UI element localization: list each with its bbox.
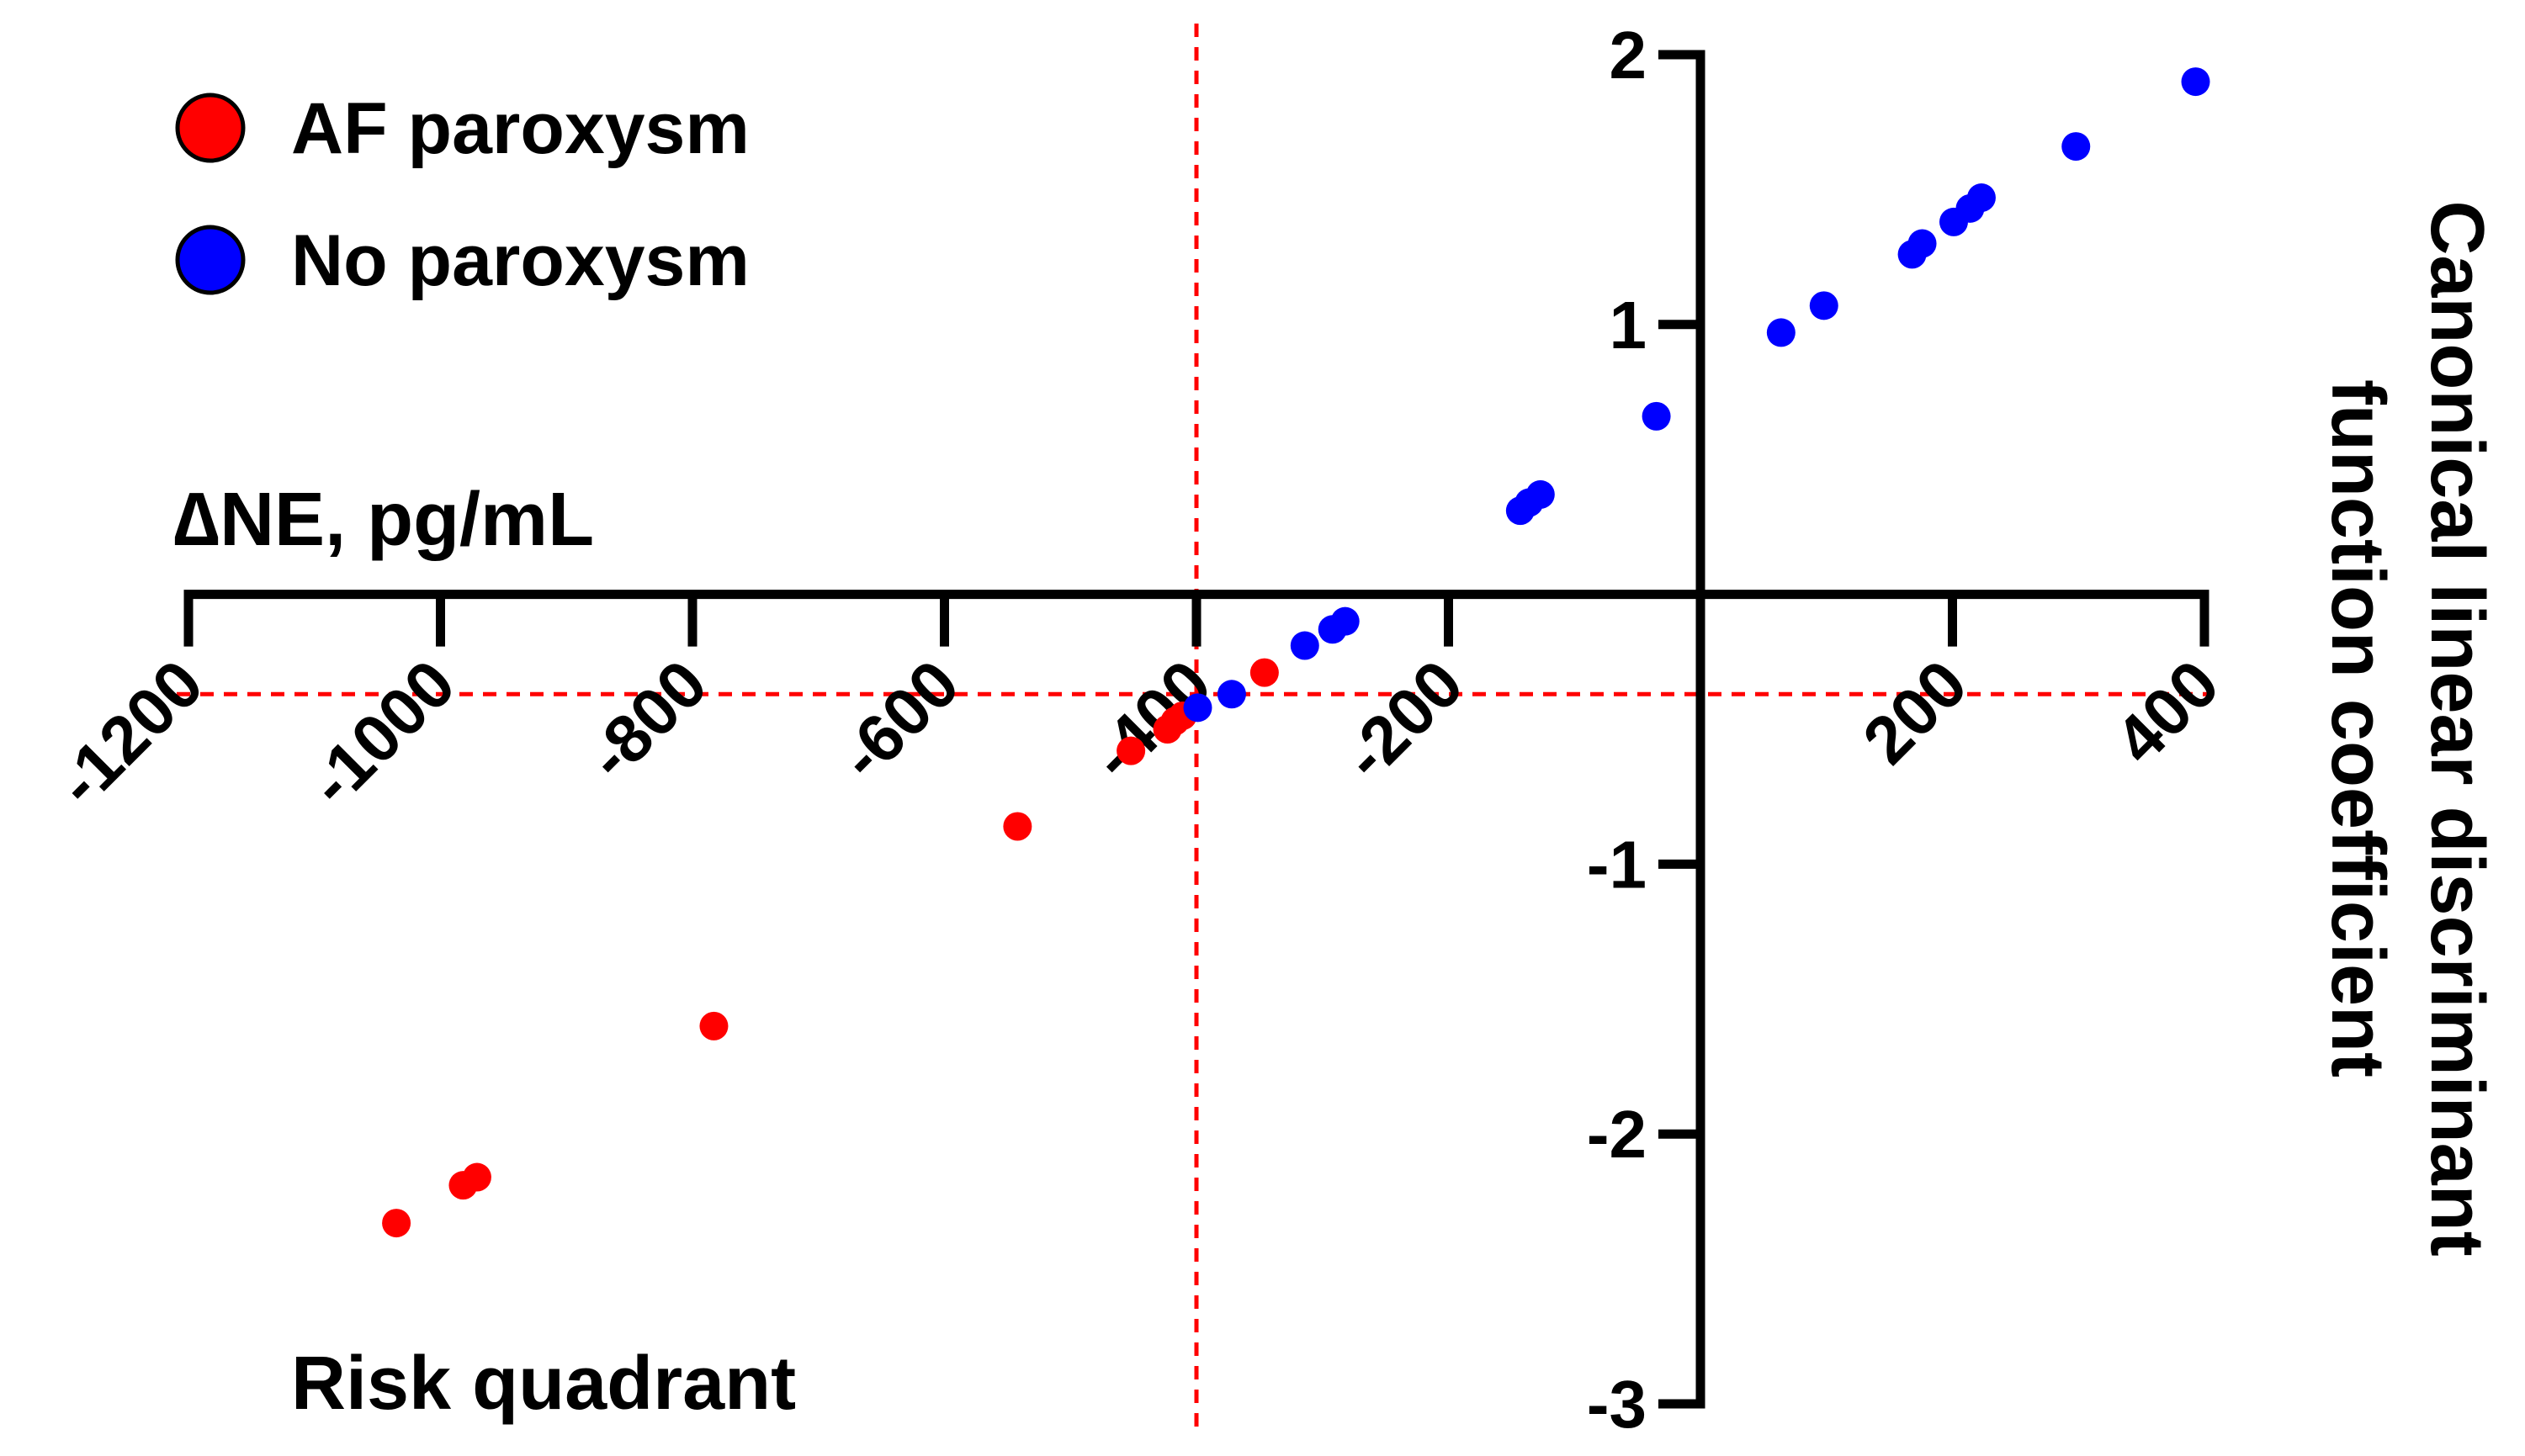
point-af-paroxysm xyxy=(699,1011,729,1040)
x-tick-label: -1200 xyxy=(42,646,217,821)
x-tick-label: -800 xyxy=(573,646,721,794)
point-no-paroxysm xyxy=(1217,680,1246,709)
point-no-paroxysm xyxy=(1966,183,1996,213)
point-af-paroxysm xyxy=(1117,736,1146,765)
point-no-paroxysm xyxy=(1525,479,1555,509)
point-no-paroxysm xyxy=(1907,229,1937,258)
x-tick-label: -200 xyxy=(1329,646,1477,794)
y-axis-title-line-2: function coefficient xyxy=(2315,379,2400,1077)
x-tick-label: -600 xyxy=(825,646,973,794)
point-no-paroxysm xyxy=(1642,401,1671,431)
point-no-paroxysm xyxy=(1330,606,1360,636)
x-tick-label: 400 xyxy=(2101,646,2233,778)
point-af-paroxysm xyxy=(382,1209,411,1238)
y-tick-label: -3 xyxy=(1587,1367,1647,1442)
point-af-paroxysm xyxy=(1003,812,1032,841)
point-no-paroxysm xyxy=(2181,67,2210,97)
point-no-paroxysm xyxy=(1809,291,1838,320)
y-tick-label: 2 xyxy=(1610,18,1647,93)
legend-label: No paroxysm xyxy=(291,220,750,301)
annotation-risk-quadrant: Risk quadrant xyxy=(291,1342,796,1426)
y-tick-label: -2 xyxy=(1587,1097,1647,1172)
x-tick-label: -1000 xyxy=(294,646,469,821)
legend-marker xyxy=(175,225,246,295)
legend: AF paroxysm No paroxysm xyxy=(175,88,750,301)
point-af-paroxysm xyxy=(462,1162,491,1192)
y-axis-title-line-1: Canonical linear discriminant xyxy=(2415,200,2499,1256)
legend-marker xyxy=(175,93,246,163)
y-tick-label: 1 xyxy=(1610,288,1647,363)
legend-label: AF paroxysm xyxy=(291,88,750,169)
point-no-paroxysm xyxy=(2061,132,2091,161)
x-axis-title: ∆NE, pg/mL xyxy=(173,478,594,562)
data-points xyxy=(382,67,2210,1238)
point-af-paroxysm xyxy=(1249,658,1279,687)
point-no-paroxysm xyxy=(1183,693,1212,723)
y-tick-label: -1 xyxy=(1587,827,1647,902)
point-no-paroxysm xyxy=(1290,631,1319,660)
point-no-paroxysm xyxy=(1766,318,1796,347)
x-tick-label: 200 xyxy=(1849,646,1981,778)
